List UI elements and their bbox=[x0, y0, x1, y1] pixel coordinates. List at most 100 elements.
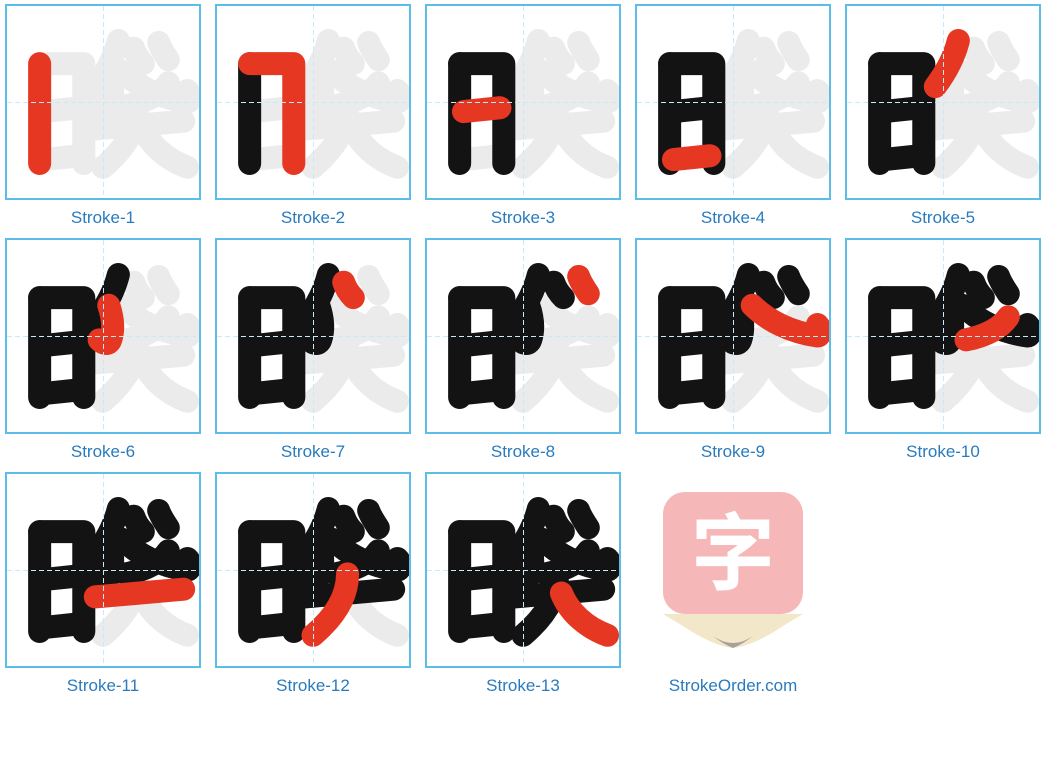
logo-cell: 字 StrokeOrder.com bbox=[634, 472, 832, 696]
stroke-tile bbox=[845, 238, 1041, 434]
stroke-done bbox=[883, 108, 919, 112]
stroke-done bbox=[253, 342, 289, 346]
stroke-done bbox=[554, 282, 564, 297]
stroke-tile bbox=[5, 472, 201, 668]
stroke-cell: Stroke-4 bbox=[634, 4, 832, 228]
stroke-current bbox=[463, 108, 499, 112]
stroke-caption: Stroke-3 bbox=[491, 208, 555, 228]
stroke-done bbox=[43, 624, 79, 628]
guide-vertical bbox=[523, 240, 524, 432]
stroke-ghost bbox=[159, 276, 169, 293]
guide-vertical bbox=[523, 6, 524, 198]
stroke-current bbox=[579, 276, 589, 293]
stroke-tile bbox=[845, 4, 1041, 200]
stroke-done bbox=[463, 624, 499, 628]
stroke-done bbox=[309, 305, 323, 343]
logo-tile: 字 bbox=[635, 472, 831, 668]
stroke-current bbox=[673, 156, 709, 160]
stroke-done bbox=[999, 276, 1009, 293]
stroke-ghost bbox=[159, 42, 169, 59]
stroke-ghost bbox=[369, 276, 379, 293]
stroke-ghost bbox=[309, 71, 323, 109]
stroke-done bbox=[519, 539, 533, 577]
stroke-ghost bbox=[999, 42, 1009, 59]
stroke-ghost bbox=[974, 48, 984, 63]
stroke-caption: Stroke-8 bbox=[491, 442, 555, 462]
stroke-done bbox=[134, 516, 144, 531]
stroke-current bbox=[99, 305, 113, 343]
logo-box: 字 bbox=[663, 492, 803, 614]
stroke-done bbox=[939, 305, 953, 343]
stroke-cell: Stroke-2 bbox=[214, 4, 412, 228]
stroke-tile bbox=[5, 4, 201, 200]
logo-stack: 字 bbox=[635, 472, 831, 668]
stroke-done bbox=[344, 516, 354, 531]
guide-vertical bbox=[733, 240, 734, 432]
stroke-done bbox=[764, 282, 774, 297]
stroke-done bbox=[253, 624, 289, 628]
guide-vertical bbox=[313, 6, 314, 198]
stroke-caption: Stroke-5 bbox=[911, 208, 975, 228]
stroke-done bbox=[579, 510, 589, 527]
stroke-ghost bbox=[789, 42, 799, 59]
stroke-done bbox=[253, 576, 289, 580]
stroke-ghost bbox=[554, 48, 564, 63]
stroke-done bbox=[463, 390, 499, 394]
stroke-cell: Stroke-5 bbox=[844, 4, 1042, 228]
stroke-cell: Stroke-6 bbox=[4, 238, 202, 462]
stroke-done bbox=[673, 342, 709, 346]
stroke-current bbox=[344, 282, 354, 297]
logo-caption: StrokeOrder.com bbox=[669, 676, 798, 696]
stroke-cell: Stroke-12 bbox=[214, 472, 412, 696]
stroke-done bbox=[673, 108, 709, 112]
stroke-done bbox=[974, 282, 984, 297]
guide-vertical bbox=[943, 6, 944, 198]
stroke-caption: Stroke-11 bbox=[67, 676, 139, 696]
guide-vertical bbox=[313, 240, 314, 432]
guide-vertical bbox=[523, 474, 524, 666]
stroke-caption: Stroke-10 bbox=[906, 442, 980, 462]
stroke-done bbox=[369, 510, 379, 527]
stroke-cell: Stroke-10 bbox=[844, 238, 1042, 462]
stroke-tile bbox=[215, 238, 411, 434]
stroke-caption: Stroke-4 bbox=[701, 208, 765, 228]
stroke-done bbox=[463, 342, 499, 346]
stroke-done bbox=[309, 539, 323, 577]
stroke-done bbox=[883, 156, 919, 160]
stroke-done bbox=[99, 539, 113, 577]
stroke-caption: Stroke-2 bbox=[281, 208, 345, 228]
stroke-caption: Stroke-13 bbox=[486, 676, 560, 696]
stroke-ghost bbox=[99, 71, 113, 109]
stroke-done bbox=[729, 305, 743, 343]
stroke-done bbox=[43, 342, 79, 346]
stroke-ghost bbox=[369, 42, 379, 59]
stroke-cell: Stroke-1 bbox=[4, 4, 202, 228]
stroke-tile bbox=[215, 472, 411, 668]
stroke-caption: Stroke-7 bbox=[281, 442, 345, 462]
stroke-tile bbox=[5, 238, 201, 434]
stroke-done bbox=[43, 390, 79, 394]
stroke-done bbox=[883, 390, 919, 394]
stroke-cell: Stroke-8 bbox=[424, 238, 622, 462]
stroke-caption: Stroke-6 bbox=[71, 442, 135, 462]
stroke-ghost bbox=[764, 48, 774, 63]
stroke-done bbox=[519, 305, 533, 343]
stroke-order-grid: Stroke-1 Stroke-2 Stroke-3 Stroke-4 Stroke-5… bbox=[4, 4, 1046, 696]
guide-vertical bbox=[103, 474, 104, 666]
stroke-ghost bbox=[519, 71, 533, 109]
stroke-ghost bbox=[344, 48, 354, 63]
stroke-caption: Stroke-1 bbox=[71, 208, 135, 228]
stroke-tile bbox=[425, 238, 621, 434]
stroke-done bbox=[463, 576, 499, 580]
stroke-ghost bbox=[579, 42, 589, 59]
stroke-done bbox=[43, 576, 79, 580]
stroke-ghost bbox=[134, 48, 144, 63]
guide-vertical bbox=[733, 6, 734, 198]
stroke-done bbox=[554, 516, 564, 531]
stroke-cell: Stroke-7 bbox=[214, 238, 412, 462]
stroke-ghost bbox=[134, 282, 144, 297]
stroke-tile bbox=[425, 4, 621, 200]
stroke-done bbox=[883, 342, 919, 346]
stroke-current bbox=[95, 589, 183, 597]
guide-vertical bbox=[313, 474, 314, 666]
